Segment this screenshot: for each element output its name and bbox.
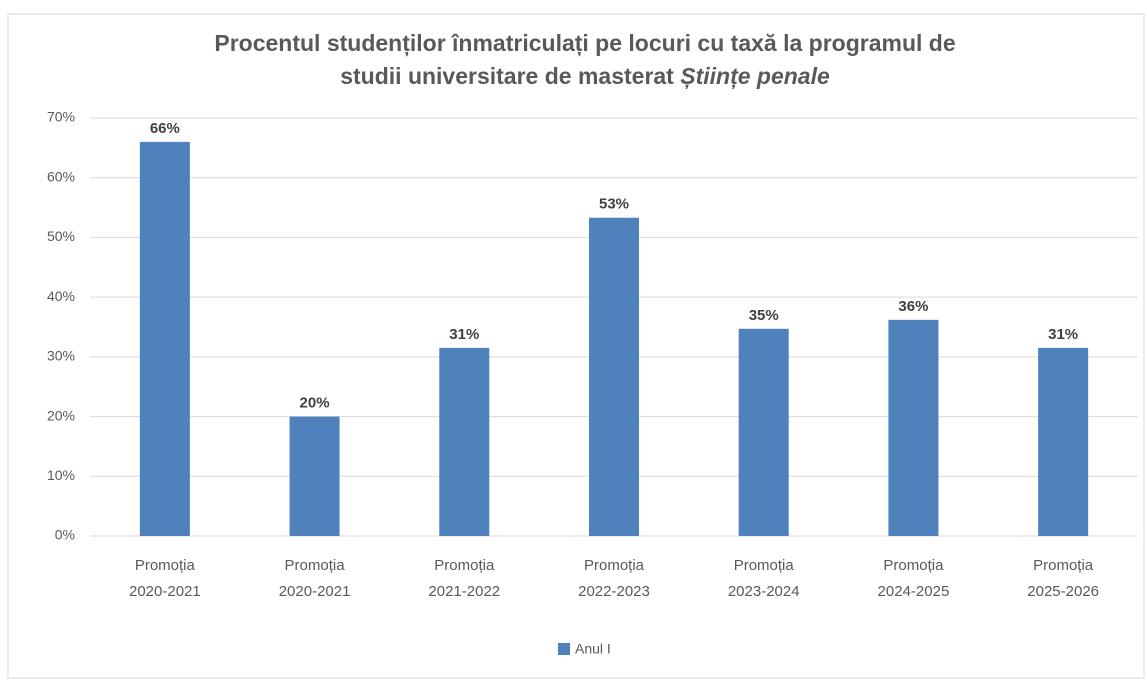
data-label: 35% — [749, 307, 779, 324]
x-tick-label: Promoția 2023-2024 — [728, 557, 800, 600]
chart-title: Procentul studenților înmatriculați pe l… — [214, 30, 955, 57]
bar — [289, 416, 340, 536]
x-tick-label: Promoția 2024-2025 — [878, 557, 950, 600]
data-label: 31% — [1048, 326, 1078, 343]
y-tick-label: 0% — [55, 527, 75, 543]
legend-label: Anul I — [575, 641, 611, 657]
y-tick-label: 70% — [47, 109, 75, 125]
chart-title: studii universitare de masterat Științe … — [340, 63, 830, 89]
y-tick-label: 60% — [47, 168, 75, 184]
y-tick-label: 10% — [47, 467, 75, 483]
data-label: 20% — [300, 395, 330, 412]
bar — [738, 328, 789, 536]
bar — [1038, 347, 1089, 536]
y-tick-label: 40% — [47, 288, 75, 304]
bar — [139, 141, 190, 536]
y-tick-label: 30% — [47, 348, 75, 364]
data-label: 53% — [599, 196, 629, 213]
x-tick-label: Promoția 2020-2021 — [129, 557, 201, 600]
y-tick-label: 50% — [47, 228, 75, 244]
data-label: 31% — [449, 326, 479, 343]
y-tick-label: 20% — [47, 407, 75, 423]
chart-title-italic: Științe penale — [680, 63, 830, 89]
chart-title-part: studii universitare de masterat — [340, 63, 674, 89]
x-tick-label: Promoția 2022-2023 — [578, 557, 650, 600]
x-tick-label: Promoția 2021-2022 — [428, 557, 500, 600]
x-tick-label: Promoția 2020-2021 — [279, 557, 351, 600]
bar — [888, 319, 939, 536]
data-label: 36% — [898, 298, 928, 315]
chart-border — [7, 13, 1145, 679]
bar — [439, 347, 490, 536]
data-label: 66% — [150, 120, 180, 137]
bar — [589, 217, 639, 537]
x-tick-label: Promoția 2025-2026 — [1027, 557, 1099, 600]
legend-swatch — [558, 643, 570, 655]
